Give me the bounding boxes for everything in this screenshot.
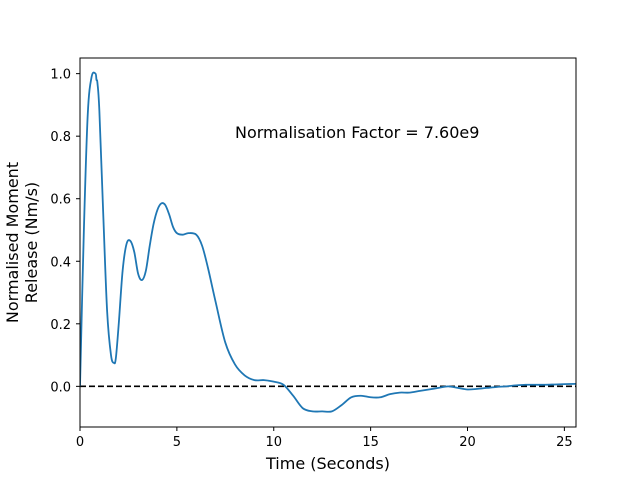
- x-tick-label: 20: [459, 435, 476, 450]
- y-tick-label: 0.2: [50, 318, 71, 333]
- x-tick-label: 10: [265, 435, 282, 450]
- y-tick-label: 0.4: [50, 255, 71, 270]
- y-tick-label: 0.6: [50, 193, 71, 208]
- y-tick-label: 0.8: [50, 130, 71, 145]
- plot-frame: [79, 57, 577, 428]
- x-tick-label: 0: [76, 435, 84, 450]
- x-tick-label: 15: [362, 435, 379, 450]
- y-tick-label: 0.0: [50, 380, 71, 395]
- y-axis-label-line-2: Release (Nm/s): [22, 182, 41, 303]
- x-axis-label: Time (Seconds): [265, 454, 390, 473]
- normalisation-annotation: Normalisation Factor = 7.60e9: [235, 123, 479, 142]
- y-tick-label: 1.0: [50, 68, 71, 83]
- x-tick-label: 5: [173, 435, 181, 450]
- y-axis-label-line-1: Normalised Moment: [3, 162, 22, 323]
- plot-area: 0 5 10 15 20 25 0.0 0.2 0.4 0.6 0.8 1.0: [50, 57, 577, 450]
- series-line-0: [80, 71, 576, 413]
- x-tick-label: 25: [556, 435, 573, 450]
